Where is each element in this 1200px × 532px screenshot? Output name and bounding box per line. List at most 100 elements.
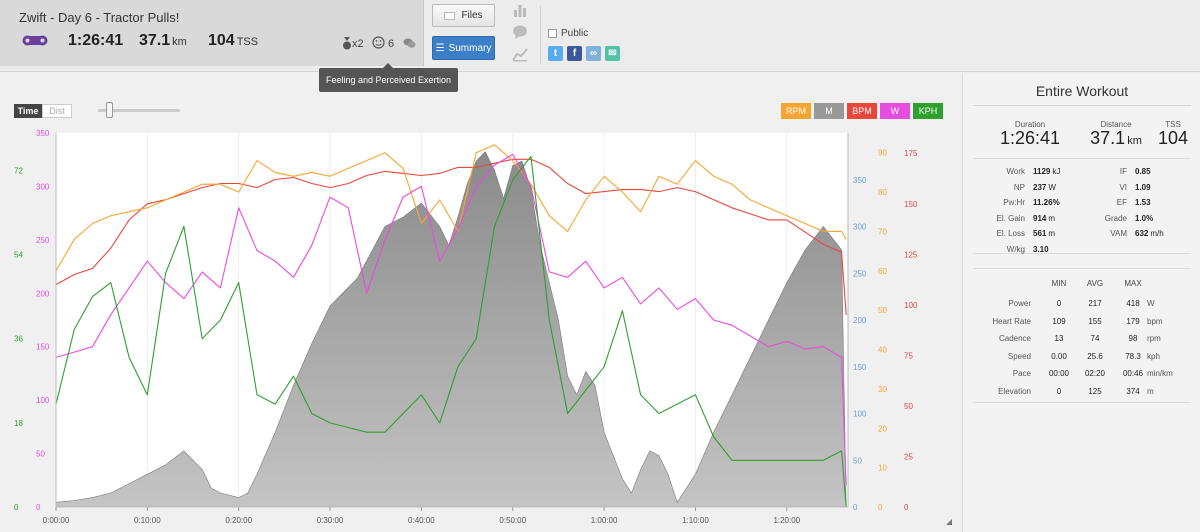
row-min: 13 [1054, 334, 1064, 343]
metric-value: 237 W [1033, 182, 1056, 192]
summary-button[interactable]: ☰ Summary [432, 36, 495, 60]
metric-label: El. Loss [996, 229, 1025, 238]
resize-grip-icon[interactable] [946, 519, 952, 525]
cadence-axis-label: 90 [878, 149, 887, 158]
time-toggle[interactable]: Time [14, 104, 42, 118]
row-min: 0.00 [1051, 351, 1067, 361]
header-divider [540, 6, 541, 64]
zoom-slider-thumb[interactable] [106, 102, 113, 118]
row-avg: 02:20 [1084, 369, 1106, 378]
row-max: 98 [1128, 334, 1138, 343]
kph-axis-label: 36 [14, 335, 23, 344]
min-avg-max-table: MIN AVG MAX Power 0 217 418 W Heart Rate 109 15… [973, 268, 1191, 403]
watts-axis-label: 50 [36, 450, 45, 459]
elevation-axis-label: 50 [853, 456, 862, 465]
x-tick-label: 0:00:00 [43, 516, 70, 525]
elevation-axis-label: 100 [853, 410, 867, 419]
row-max: 00:46 [1122, 369, 1144, 378]
row-max: 418 [1126, 299, 1140, 308]
elevation-axis-label: 0 [853, 503, 858, 512]
list-icon: ☰ [435, 42, 445, 54]
comment-icon[interactable] [512, 24, 528, 40]
watts-axis-label: 250 [36, 236, 50, 245]
cadence-axis-label: 60 [878, 267, 887, 276]
row-avg: 74 [1090, 334, 1100, 343]
table-row: Elevation 0 125 374 m [973, 387, 1191, 405]
x-tick-label: 0:50:00 [499, 516, 526, 525]
public-checkbox[interactable] [548, 29, 557, 38]
row-min: 109 [1052, 316, 1066, 326]
table-row: Cadence 13 74 98 rpm [973, 334, 1191, 352]
metric-value: 1.53 [1135, 198, 1151, 207]
row-label: Pace [1012, 369, 1031, 378]
series-speed-line[interactable] [55, 155, 847, 508]
row-unit: min/km [1147, 369, 1173, 378]
heart-rate-axis-label: 175 [904, 149, 918, 158]
table-header-avg: AVG [1086, 279, 1104, 288]
heart-rate-axis-label: 100 [904, 301, 918, 310]
facebook-icon[interactable]: f [567, 46, 582, 61]
summary-panel: Entire Workout Duration 1:26:41 Distance… [962, 73, 1200, 532]
comments-icon[interactable] [403, 37, 416, 49]
legend-bpm[interactable]: BPM [847, 103, 877, 119]
series-cadence-line[interactable] [55, 144, 847, 272]
heart-rate-axis-label: 150 [904, 200, 918, 209]
email-icon[interactable]: ✉ [605, 46, 620, 61]
smiley-icon[interactable] [372, 36, 385, 49]
header-distance: 37.1 km [139, 32, 187, 49]
series-elevation-area[interactable] [55, 151, 847, 508]
metrics-box: Work 1129 kJ NP 237 W Pw:Hr 11.26% El. Gain 914 m E… [973, 158, 1191, 254]
row-unit: kph [1147, 351, 1160, 361]
distance-toggle[interactable]: Dist [42, 104, 72, 118]
elevation-axis-label: 150 [853, 363, 867, 372]
duration-label: Duration [1014, 120, 1046, 129]
metric-label: NP [1013, 182, 1025, 192]
graph-icon[interactable] [512, 46, 528, 62]
row-min: 00:00 [1048, 369, 1070, 378]
workout-title[interactable]: Zwift - Day 6 - Tractor Pulls! [19, 10, 180, 25]
row-label: Power [1008, 299, 1031, 308]
legend-elevation[interactable]: M [814, 103, 844, 119]
legend-rpm[interactable]: RPM [781, 103, 811, 119]
series-power-line[interactable] [55, 153, 847, 486]
row-label: Heart Rate [992, 316, 1031, 326]
legend-kph[interactable]: KPH [913, 103, 943, 119]
heart-rate-axis-label: 0 [904, 503, 909, 512]
row-min: 0 [1056, 299, 1062, 308]
analysis-icon[interactable] [512, 2, 528, 18]
heart-rate-axis-label: 25 [904, 452, 913, 461]
heart-rate-axis-label: 75 [904, 351, 913, 360]
table-header-min: MIN [1051, 279, 1067, 288]
table-row: Speed 0.00 25.6 78.3 kph [973, 352, 1191, 370]
bike-icon [22, 35, 48, 46]
panel-tss: TSS 104 [1153, 120, 1193, 147]
row-label: Cadence [998, 334, 1031, 343]
metric-value: 3.10 [1033, 244, 1049, 254]
metric-label: Pw:Hr [1003, 198, 1025, 207]
kph-axis-label: 18 [14, 419, 23, 428]
workout-chart[interactable]: 0:00:00 0:10:00 0:20:00 0:30:00 0:40:00 0:50:… [0, 73, 958, 532]
kph-axis-label: 54 [14, 251, 23, 260]
watts-axis-label: 300 [36, 182, 50, 191]
metric-label: EF [1116, 198, 1127, 207]
distance-label: Distance [1100, 120, 1132, 129]
metric-value: 1.09 [1135, 182, 1151, 192]
row-max: 78.3 [1125, 351, 1141, 361]
files-button[interactable]: Files [432, 4, 495, 27]
medal-count: x2 [352, 38, 364, 50]
table-row: Heart Rate 109 155 179 bpm [973, 317, 1191, 335]
zoom-slider-track[interactable] [98, 109, 180, 112]
row-min: 0 [1056, 386, 1062, 396]
medal-icon[interactable] [342, 37, 352, 50]
elevation-axis-label: 250 [853, 269, 867, 278]
row-max: 179 [1126, 316, 1140, 326]
row-avg: 155 [1088, 316, 1102, 326]
link-icon[interactable]: ∞ [586, 46, 601, 61]
chart-canvas[interactable]: 0:00:00 0:10:00 0:20:00 0:30:00 0:40:00 0:50:… [0, 73, 958, 532]
series-heart-rate-line[interactable] [55, 158, 847, 315]
twitter-icon[interactable]: t [548, 46, 563, 61]
files-button-label: Files [461, 10, 483, 21]
metric-label: El. Gain [996, 213, 1025, 223]
legend-watts[interactable]: W [880, 103, 910, 119]
